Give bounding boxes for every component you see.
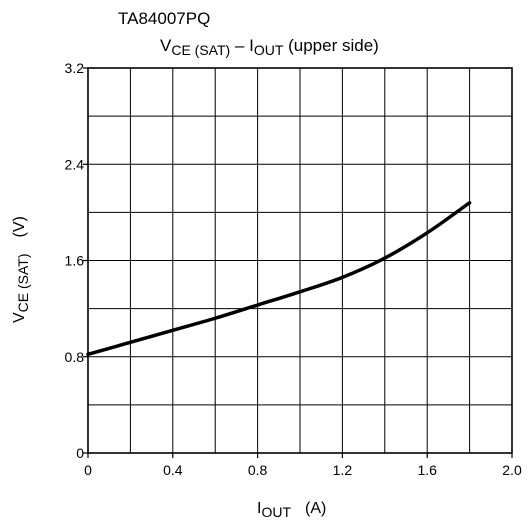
x-tick-label: 0.4	[163, 462, 183, 478]
title-i-sub: OUT	[254, 42, 284, 58]
ylabel-sub: CE (SAT)	[15, 253, 31, 312]
y-tick-label: 0	[76, 445, 84, 461]
title-dash: – I	[230, 36, 254, 55]
y-tick-label: 3.2	[65, 60, 85, 76]
y-tick-label: 1.6	[65, 253, 85, 269]
plot-frame	[87, 67, 513, 454]
title-v-sub: CE (SAT)	[171, 42, 230, 58]
y-axis-label: VCE (SAT) (V)	[11, 216, 31, 323]
grid	[88, 68, 512, 453]
x-tick-label: 1.2	[333, 462, 353, 478]
y-tick-label: 0.8	[65, 349, 85, 365]
xlabel-main: I	[257, 500, 261, 517]
x-tick-label: 1.6	[417, 462, 437, 478]
ylabel-unit: (V)	[11, 216, 28, 237]
x-axis-label: IOUT (A)	[257, 500, 326, 520]
ticks	[83, 67, 513, 458]
title-rest: (upper side)	[283, 36, 378, 55]
device-label: TA84007PQ	[118, 9, 210, 28]
xlabel-sub: OUT	[261, 504, 291, 520]
title-v: V	[160, 36, 172, 55]
x-tick-label: 2.0	[502, 462, 522, 478]
series-line	[86, 201, 472, 357]
y-tick-labels: 0 0.8 1.6 2.4 3.2	[65, 60, 85, 461]
x-tick-labels: 0 0.4 0.8 1.2 1.6 2.0	[84, 462, 522, 478]
x-tick-label: 0	[84, 462, 92, 478]
xlabel-unit: (A)	[305, 500, 326, 517]
ylabel-main: V	[11, 312, 28, 323]
x-tick-label: 0.8	[248, 462, 268, 478]
y-tick-label: 2.4	[65, 156, 85, 172]
chart-title: VCE (SAT) – IOUT (upper side)	[160, 36, 379, 58]
